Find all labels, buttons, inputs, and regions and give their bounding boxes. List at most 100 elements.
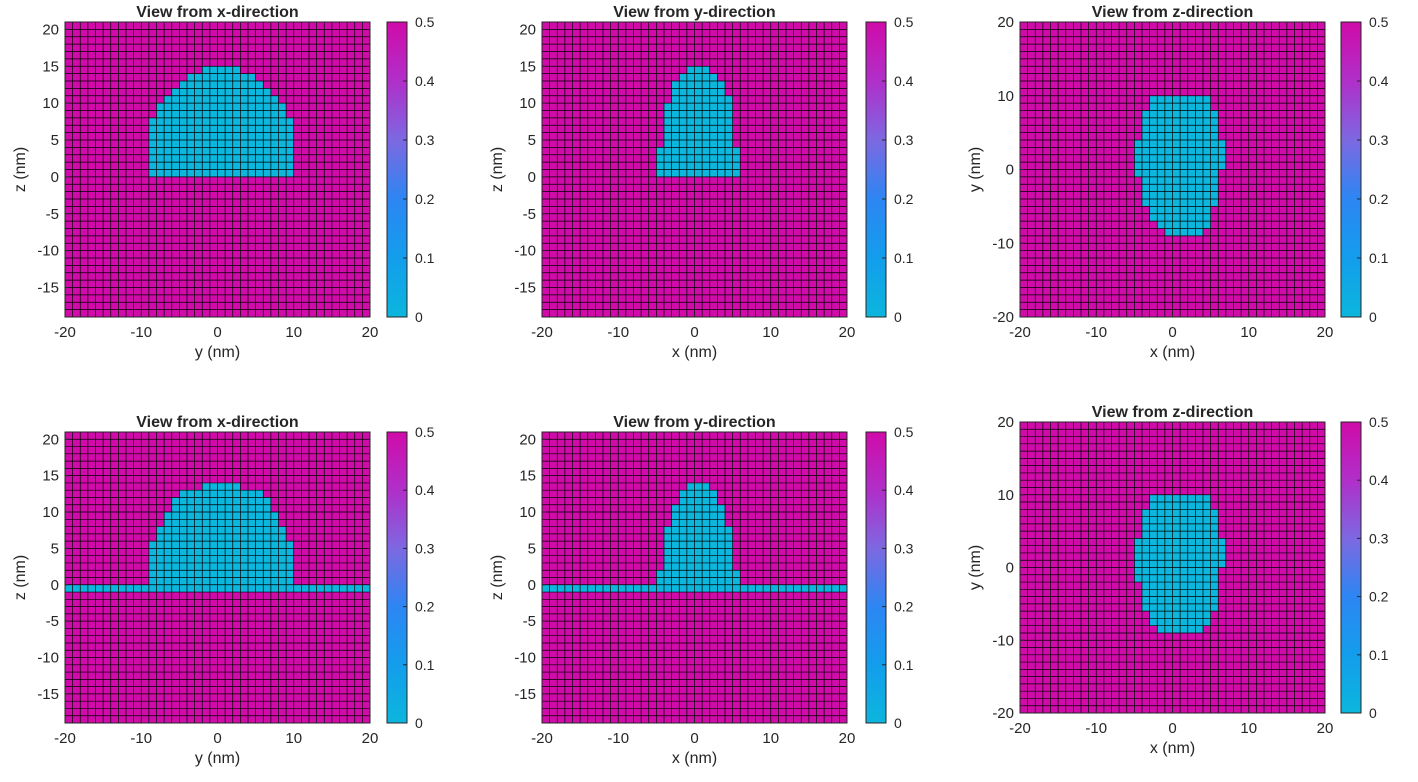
colorbar-tick-label: 0.2 <box>1369 191 1389 207</box>
shape-cell-row <box>148 125 294 133</box>
grid-lines <box>64 431 371 724</box>
colorbar-tick-label: 0.5 <box>415 424 435 440</box>
colorbar <box>386 21 408 318</box>
shape-cell-row <box>148 162 294 170</box>
y-tick-label: -5 <box>46 206 59 223</box>
x-tick-label: -10 <box>1085 720 1107 737</box>
grid-lines <box>541 21 848 318</box>
y-tick-label: -20 <box>992 705 1014 722</box>
x-tick-label: -10 <box>1085 324 1107 341</box>
colorbar-tick-label: 0.2 <box>415 599 435 615</box>
shape-cell-row <box>671 512 725 520</box>
x-axis-label: x (nm) <box>672 750 717 767</box>
colorbar-tick-label: 0.5 <box>415 14 435 30</box>
colorbar-tick-label: 0.3 <box>1369 132 1389 148</box>
x-tick-label: 0 <box>1168 720 1176 737</box>
y-tick-label: -5 <box>523 613 536 630</box>
shape-cell-row <box>179 81 264 89</box>
shape-cell-row <box>664 548 733 556</box>
colorbar-tick-label: 0.5 <box>1369 14 1389 30</box>
y-tick-label: 20 <box>519 21 536 38</box>
shape-cell-row <box>686 482 710 491</box>
y-tick-label: 0 <box>528 169 536 186</box>
x-tick-label: -20 <box>1009 720 1031 737</box>
colorbar-tick-label: 0.2 <box>894 191 914 207</box>
colorbar-tick-label: 0.1 <box>894 250 914 266</box>
colorbar <box>1340 21 1362 318</box>
x-tick-label: 10 <box>285 324 302 341</box>
shape-cell-row <box>671 504 725 513</box>
shape-cell-row <box>171 88 271 96</box>
x-tick-label: -10 <box>607 730 629 747</box>
y-tick-label: 5 <box>51 540 59 557</box>
colorbar-tick-label: 0 <box>415 309 423 325</box>
x-axis-label: y (nm) <box>195 344 240 361</box>
colorbar-tick-label: 0.5 <box>894 14 914 30</box>
colorbar <box>386 431 408 724</box>
y-tick-label: 10 <box>997 487 1014 504</box>
colorbar-tick-label: 0.1 <box>1369 647 1389 663</box>
y-tick-label: -10 <box>514 243 536 260</box>
shape-cell-row <box>164 512 279 520</box>
x-tick-label: 10 <box>762 730 779 747</box>
shape-cell-row <box>156 103 287 111</box>
y-tick-label: -15 <box>514 686 536 703</box>
shape-cell-row <box>156 110 287 118</box>
colorbar-tick-label: 0.4 <box>1369 73 1389 89</box>
colorbar <box>865 21 887 318</box>
y-tick-label: -10 <box>992 235 1014 252</box>
y-tick-label: 15 <box>42 468 59 485</box>
panel-top-middle: -20 -10 0 10 20 -15 -10 -5 0 5 10 15 20 View from y-d… <box>489 4 914 361</box>
colorbar <box>1340 421 1362 714</box>
shape-cell-row <box>656 162 741 170</box>
shape-cell-row <box>1164 228 1203 236</box>
x-axis-label: y (nm) <box>195 750 240 767</box>
shape-cell-row <box>656 147 741 155</box>
shape-cell-row <box>148 140 294 148</box>
grid-lines <box>1019 21 1326 318</box>
x-tick-label: -20 <box>54 324 76 341</box>
shape-cell-row <box>664 103 733 111</box>
shape-cell-row <box>664 555 733 563</box>
x-tick-label: 20 <box>362 324 379 341</box>
shape-cell-row <box>664 117 733 126</box>
shape-cell-row <box>656 570 741 578</box>
y-tick-label: 20 <box>519 431 536 448</box>
x-tick-label: 20 <box>1317 324 1334 341</box>
y-tick-label: -15 <box>37 280 59 297</box>
colorbar-tick-label: 0 <box>894 309 902 325</box>
chart-title: View from z-direction <box>1092 4 1254 21</box>
y-tick-label: 5 <box>528 540 536 557</box>
y-axis-label: y (nm) <box>967 545 984 590</box>
colorbar-tick-label: 0.4 <box>894 482 914 498</box>
colorbar-tick-label: 0.3 <box>894 132 914 148</box>
colorbar <box>865 431 887 724</box>
shape-cell-row <box>148 555 294 563</box>
colorbar-tick-label: 0.1 <box>415 250 435 266</box>
colorbar-tick-label: 0.2 <box>1369 589 1389 605</box>
y-tick-label: -15 <box>514 280 536 297</box>
shape-cell-row <box>156 533 287 542</box>
shape-cell-row <box>148 577 294 585</box>
shape-cell-row <box>148 169 294 177</box>
shape-cell-row <box>664 140 733 148</box>
x-tick-label: 20 <box>1317 720 1334 737</box>
y-tick-label: 20 <box>997 414 1014 431</box>
chart-title: View from y-direction <box>613 414 775 431</box>
y-axis-label: z (nm) <box>489 147 506 192</box>
y-tick-label: 10 <box>42 95 59 112</box>
y-axis-label: z (nm) <box>12 147 29 192</box>
x-tick-label: 10 <box>285 730 302 747</box>
x-tick-label: 10 <box>1240 720 1257 737</box>
grid-lines <box>541 431 848 724</box>
shape-cell-row <box>679 497 718 505</box>
y-tick-label: 0 <box>1006 162 1014 179</box>
y-tick-label: 0 <box>51 169 59 186</box>
y-tick-label: 0 <box>51 577 59 594</box>
x-tick-label: 10 <box>762 324 779 341</box>
x-tick-label: 0 <box>690 324 698 341</box>
colorbar-tick-label: 0 <box>1369 309 1377 325</box>
y-tick-label: 20 <box>997 14 1014 31</box>
panel-bottom-left: -20 -10 0 10 20 -15 -10 -5 0 5 10 15 20 View from x-d… <box>12 414 435 767</box>
